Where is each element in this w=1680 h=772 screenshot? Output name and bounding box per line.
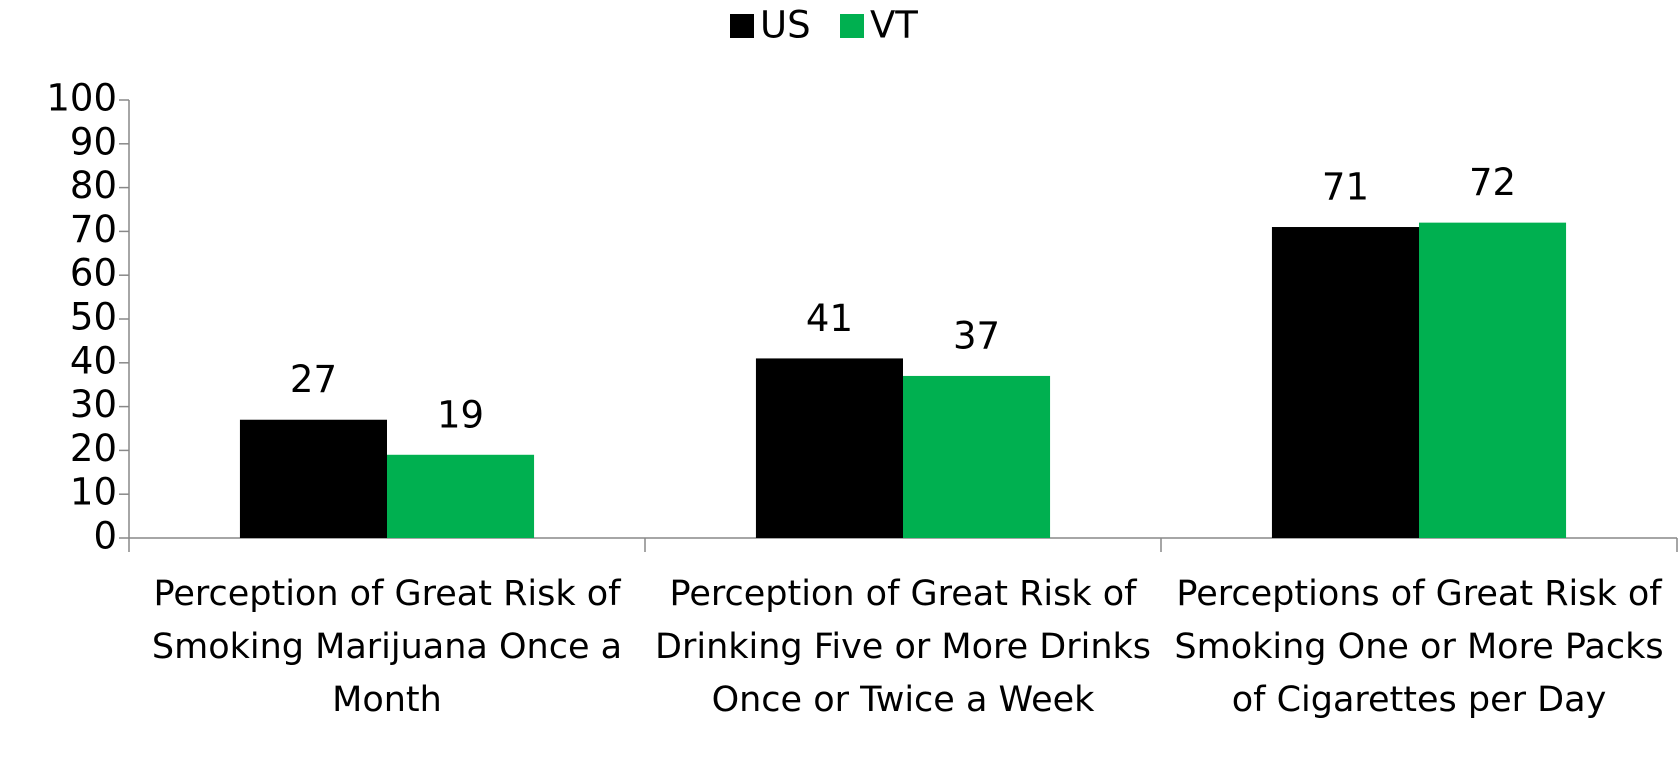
- y-tick-label: 10: [70, 471, 117, 514]
- data-label: 41: [806, 297, 853, 340]
- legend-label: VT: [870, 4, 918, 47]
- y-tick-label: 80: [70, 164, 117, 207]
- y-tick-label: 20: [70, 427, 117, 470]
- bar: [239, 419, 387, 538]
- legend-swatch: [840, 14, 864, 38]
- data-label: 37: [953, 314, 1000, 357]
- data-label: 27: [290, 358, 337, 401]
- bar: [387, 454, 535, 538]
- data-label: 72: [1469, 161, 1516, 204]
- data-label: 19: [437, 393, 484, 436]
- y-tick-label: 0: [93, 515, 117, 558]
- bar: [903, 375, 1051, 538]
- x-tick-label: Perception of Great Risk of Smoking Mari…: [151, 574, 623, 720]
- y-tick-label: 60: [70, 252, 117, 295]
- y-tick-label: 70: [70, 208, 117, 251]
- x-tick-label: Perception of Great Risk of Drinking Fiv…: [655, 574, 1152, 720]
- bar: [755, 358, 903, 538]
- y-tick-label: 50: [70, 296, 117, 339]
- y-tick-label: 40: [70, 339, 117, 382]
- legend-label: US: [760, 4, 811, 47]
- bar: [1419, 222, 1567, 538]
- y-tick-label: 30: [70, 383, 117, 426]
- data-label: 71: [1322, 166, 1369, 209]
- legend-swatch: [730, 14, 754, 38]
- y-tick-label: 100: [46, 77, 117, 120]
- bar: [1271, 227, 1419, 538]
- x-tick-label: Perceptions of Great Risk of Smoking One…: [1174, 574, 1664, 720]
- y-tick-label: 90: [70, 120, 117, 163]
